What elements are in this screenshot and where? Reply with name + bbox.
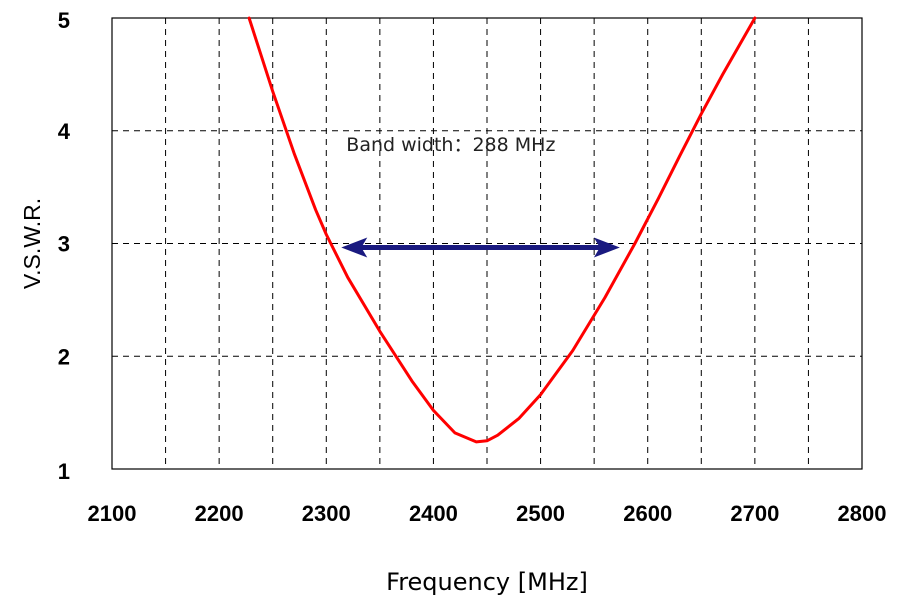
y-tick-label: 3	[58, 232, 70, 257]
x-tick-label: 2400	[409, 501, 458, 526]
x-tick-label: 2200	[195, 501, 244, 526]
x-tick-label: 2600	[623, 501, 672, 526]
bandwidth-label: Band width：288 MHz	[346, 134, 555, 156]
x-tick-labels: 2100 2200 2300 2400 2500 2600 2700 2800	[88, 501, 887, 526]
bandwidth-annotation: Band width：288 MHz	[341, 134, 620, 258]
y-tick-label: 5	[58, 8, 70, 33]
x-tick-label: 2100	[88, 501, 137, 526]
y-axis-label: V.S.W.R.	[19, 198, 45, 289]
y-tick-labels: 1 2 3 4 5	[58, 8, 71, 484]
x-axis-label: Frequency [MHz]	[386, 568, 588, 596]
x-tick-label: 2700	[730, 501, 779, 526]
bandwidth-arrow-left-head	[341, 237, 368, 258]
y-tick-label: 1	[58, 459, 70, 484]
y-tick-label: 2	[58, 344, 70, 369]
bandwidth-arrow-right-head	[593, 237, 620, 258]
x-tick-label: 2800	[838, 501, 887, 526]
vswr-curve	[247, 16, 757, 444]
grid-lines	[112, 18, 862, 469]
series-group	[247, 16, 757, 444]
y-tick-label: 4	[58, 119, 71, 144]
x-tick-label: 2300	[302, 501, 351, 526]
x-tick-label: 2500	[516, 501, 565, 526]
